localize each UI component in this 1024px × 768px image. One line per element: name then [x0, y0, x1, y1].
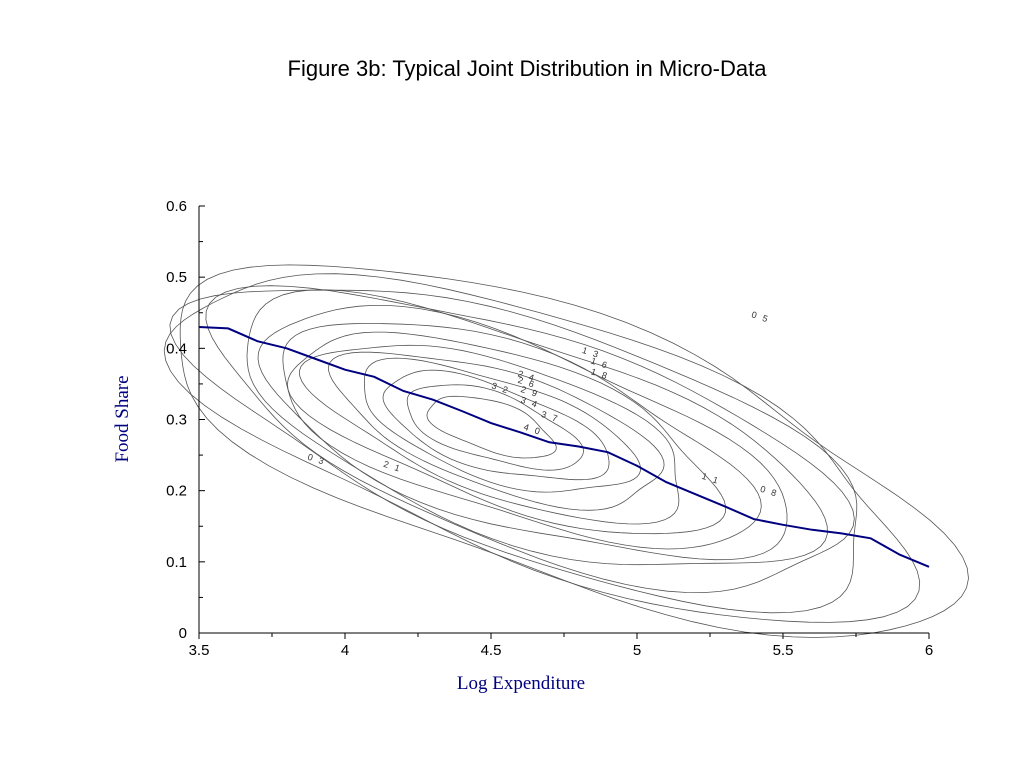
contour-label: 0 8	[759, 484, 780, 499]
x-tick-label: 5.5	[773, 642, 794, 659]
y-tick-label: 0.3	[166, 412, 187, 429]
x-axis-ticks: 3.5 4 4.5 5 5.5 6	[189, 633, 933, 659]
contour-line	[286, 331, 727, 535]
y-tick-label: 0.2	[166, 483, 187, 500]
y-tick-label: 0.4	[166, 340, 187, 357]
contour-line	[163, 273, 921, 623]
x-tick-label: 6	[925, 642, 933, 659]
contour-line	[205, 285, 855, 594]
contour-line	[179, 264, 969, 638]
x-tick-label: 5	[633, 642, 641, 659]
contour-line	[282, 323, 762, 550]
contour-label: 0 5	[750, 309, 771, 324]
y-tick-label: 0.6	[166, 198, 187, 215]
x-tick-label: 3.5	[189, 642, 210, 659]
contour-line	[328, 351, 665, 511]
regression-line	[198, 326, 930, 568]
contour-line	[169, 289, 858, 614]
contour-line	[298, 344, 680, 525]
y-tick-label: 0.1	[166, 554, 187, 571]
y-tick-label: 0	[179, 625, 187, 642]
contour-label: 0 3	[306, 452, 327, 467]
contour-line	[257, 305, 788, 561]
contour-line	[364, 357, 641, 493]
x-axis-title: Log Expenditure	[457, 673, 585, 694]
y-tick-label: 0.5	[166, 269, 187, 286]
contour-line	[426, 395, 557, 459]
contour-label: 2 1	[382, 459, 403, 474]
contour-line	[406, 384, 584, 471]
x-tick-label: 4.5	[481, 642, 502, 659]
contour-labels: 0 51 31 61 82 42 62 93 23 43 74 02 10 31…	[306, 309, 779, 499]
y-axis-title: Food Share	[112, 375, 133, 462]
chart-title: Figure 3b: Typical Joint Distribution in…	[288, 56, 768, 81]
contour-line	[246, 289, 828, 566]
contour-label: 1 1	[701, 471, 722, 486]
y-axis-ticks: 0 0.1 0.2 0.3 0.4 0.5 0.6	[166, 198, 205, 642]
contour-line	[382, 369, 610, 481]
contour-lines	[163, 264, 969, 638]
x-tick-label: 4	[341, 642, 349, 659]
